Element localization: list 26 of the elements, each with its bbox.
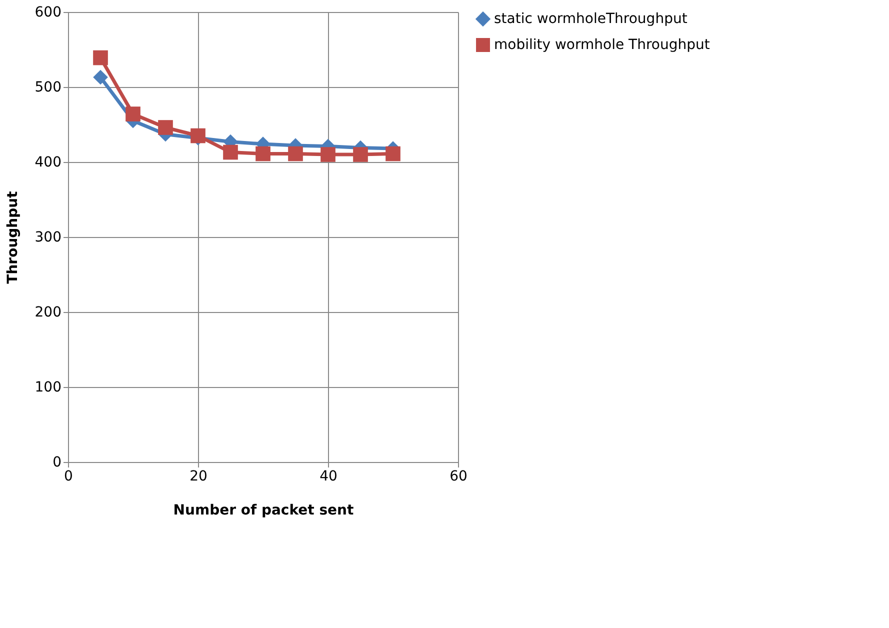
point	[288, 146, 303, 162]
y-tick-label: 300	[34, 230, 62, 246]
y-tick-label: 0	[52, 454, 62, 470]
y-tick-label: 200	[34, 304, 62, 320]
point	[190, 128, 206, 144]
x-tick-label: 0	[64, 468, 73, 484]
point	[126, 106, 140, 122]
legend-label: static wormholeThroughput	[494, 11, 688, 27]
x-tick-label: 20	[190, 468, 208, 484]
point	[256, 146, 270, 162]
point	[158, 120, 173, 135]
legend-label: mobility wormhole Throughput	[494, 37, 710, 53]
x-tick-label: 40	[320, 468, 338, 484]
x-axis-title: Number of packet sent	[173, 502, 354, 518]
point	[320, 147, 336, 162]
point	[353, 147, 368, 162]
y-tick-label: 600	[34, 4, 62, 20]
y-tick-label: 100	[34, 380, 62, 396]
y-axis-title: Throughput	[4, 190, 21, 284]
y-tick-label: 400	[34, 154, 62, 170]
point	[223, 144, 238, 160]
x-tick-label: 60	[450, 468, 468, 484]
point	[93, 50, 108, 66]
y-tick-label: 500	[34, 80, 62, 96]
point	[386, 146, 400, 162]
point	[93, 70, 108, 85]
